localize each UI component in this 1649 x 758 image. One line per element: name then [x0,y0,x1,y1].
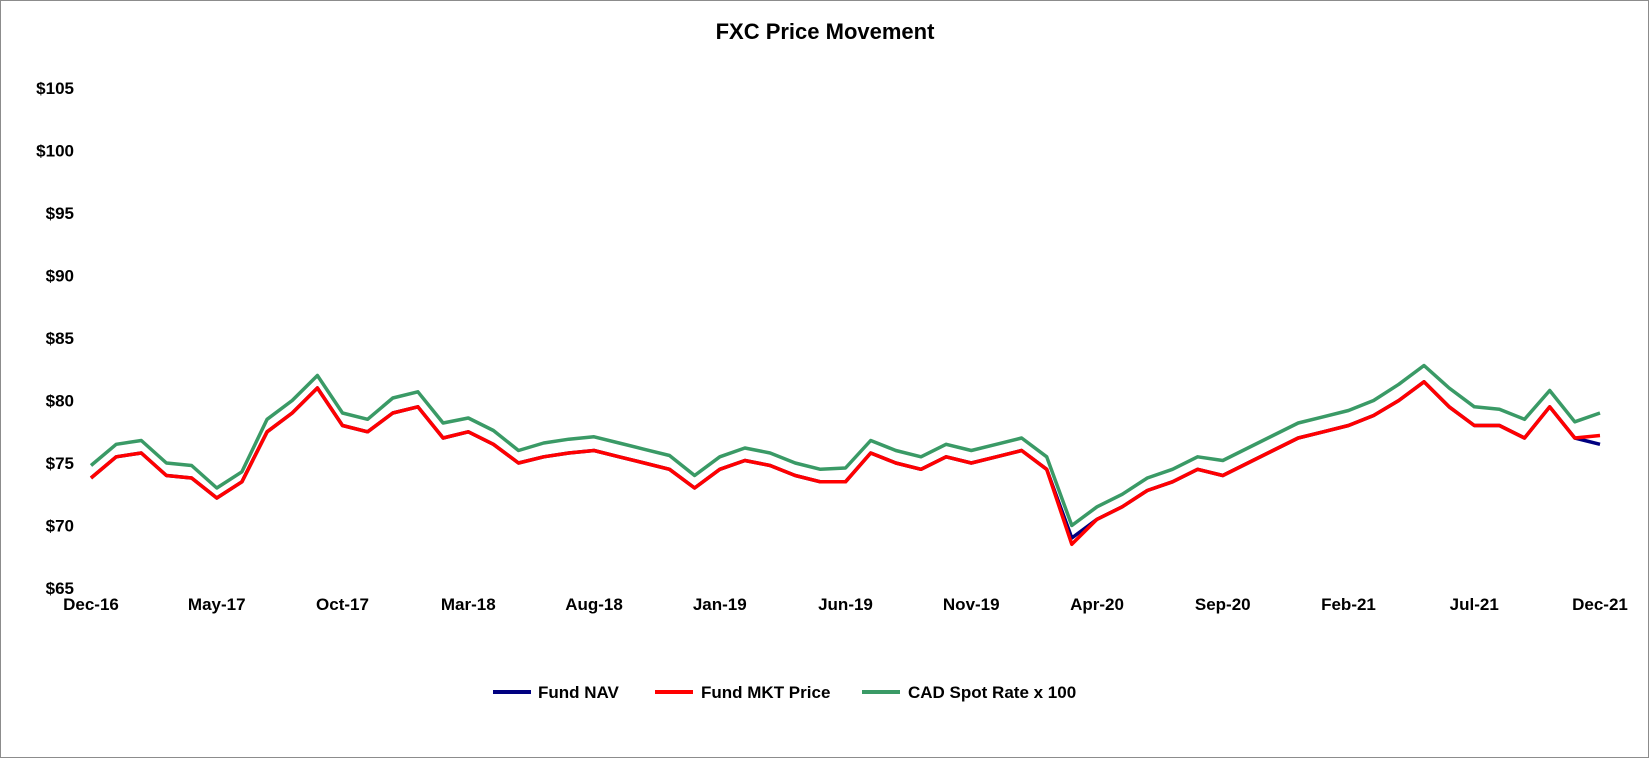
x-tick-label: Dec-16 [63,595,119,614]
x-tick-label: Apr-20 [1070,595,1124,614]
y-tick-label: $75 [46,454,74,473]
x-tick-label: Dec-21 [1572,595,1628,614]
y-tick-label: $80 [46,392,74,411]
y-tick-label: $95 [46,204,74,223]
legend-label: CAD Spot Rate x 100 [908,683,1076,702]
x-tick-label: Oct-17 [316,595,369,614]
chart-title: FXC Price Movement [716,19,936,44]
legend-label: Fund NAV [538,683,620,702]
x-tick-label: Jul-21 [1450,595,1499,614]
series-line-cad-spot-rate-x-100 [89,363,1601,528]
series-lines [89,363,1601,547]
x-tick-label: Sep-20 [1195,595,1251,614]
series-line-fund-nav [89,380,1601,540]
legend-label: Fund MKT Price [701,683,830,702]
x-tick-label: Jun-19 [818,595,873,614]
series-line-fund-mkt-price [89,380,1601,547]
x-tick-label: Jan-19 [693,595,747,614]
y-tick-label: $70 [46,517,74,536]
y-tick-label: $100 [36,142,74,161]
x-tick-label: Mar-18 [441,595,496,614]
x-tick-label: Aug-18 [565,595,623,614]
y-tick-label: $105 [36,79,74,98]
y-tick-label: $65 [46,579,74,598]
x-tick-label: Nov-19 [943,595,1000,614]
x-axis-ticks: Dec-16 May-17 Oct-17 Mar-18 Aug-18 Jan-19 Jun-… [63,595,1628,614]
y-tick-label: $90 [46,267,74,286]
y-axis-ticks: $65 $70 $75 $80 $85 $90 $95 $100 $105 [36,79,74,598]
legend: Fund NAV Fund MKT Price CAD Spot Rate x 10… [493,683,1076,702]
x-tick-label: Feb-21 [1321,595,1376,614]
y-tick-label: $85 [46,329,74,348]
x-tick-label: May-17 [188,595,246,614]
